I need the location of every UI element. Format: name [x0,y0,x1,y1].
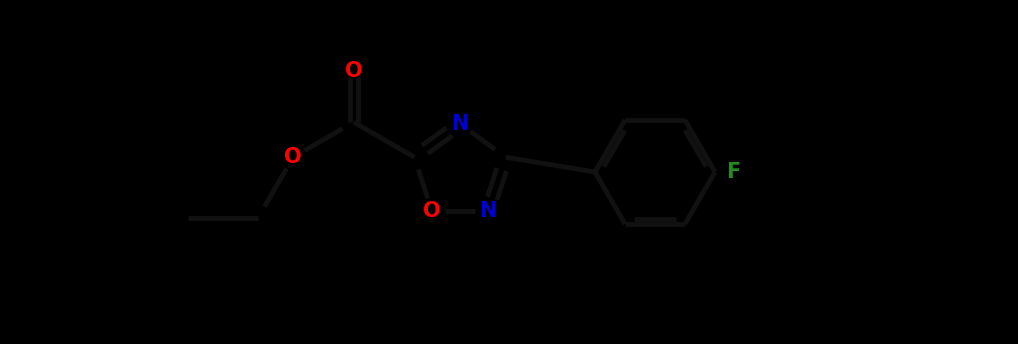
Text: O: O [283,145,303,169]
Text: F: F [726,162,740,182]
Text: F: F [725,160,741,184]
Text: O: O [284,147,302,167]
Text: O: O [421,199,442,223]
Text: N: N [451,114,468,134]
Text: O: O [345,61,362,80]
Text: N: N [479,201,497,221]
Text: N: N [478,199,498,223]
Text: N: N [450,112,470,136]
Text: O: O [422,201,441,221]
Text: O: O [344,59,363,83]
